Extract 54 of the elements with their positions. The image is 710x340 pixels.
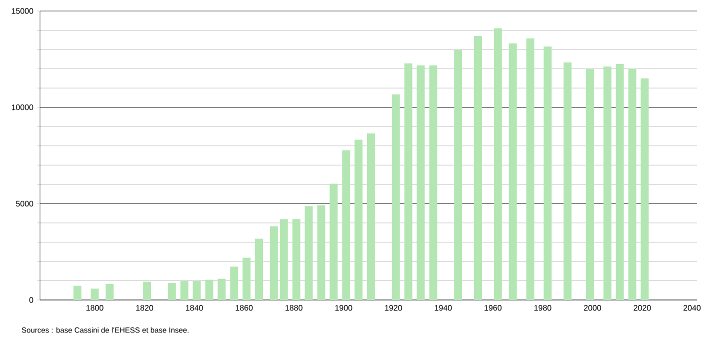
bar (90, 288, 99, 300)
bar (429, 65, 438, 300)
bar (230, 266, 238, 300)
bar (544, 46, 552, 300)
x-tick-label: 1940 (434, 305, 452, 311)
bar (242, 258, 251, 300)
bar (526, 38, 534, 300)
x-tick-label: 2040 (684, 305, 701, 311)
y-tick-label: 15000 (12, 8, 34, 14)
bar (494, 28, 502, 300)
bar (280, 219, 288, 300)
x-tick-label: 1820 (136, 305, 154, 311)
bar (367, 133, 375, 300)
bar (143, 282, 151, 300)
bar (616, 64, 624, 300)
bar (603, 66, 612, 300)
x-tick-label: 2000 (584, 305, 602, 311)
bar (474, 36, 482, 300)
bar (205, 280, 214, 300)
y-tick-label: 5000 (16, 200, 34, 206)
bar (317, 205, 326, 300)
bar (255, 238, 263, 300)
bar (404, 63, 412, 300)
y-tick-label: 0 (29, 297, 34, 303)
bar (168, 283, 176, 300)
bar (73, 286, 82, 300)
x-tick-label: 1980 (534, 305, 552, 311)
x-tick-label: 1920 (385, 305, 402, 311)
x-tick-label: 1880 (286, 305, 302, 311)
bar (454, 50, 462, 300)
bar (218, 278, 226, 300)
bar (192, 281, 201, 300)
bar (292, 219, 300, 300)
bar (330, 184, 338, 300)
x-tick-label: 1800 (86, 305, 104, 311)
bar (342, 150, 350, 300)
x-tick-label: 1840 (186, 305, 203, 311)
x-tick-label: 1900 (335, 305, 352, 311)
x-tick-label: 1960 (484, 305, 502, 311)
x-tick-label: 2020 (634, 305, 651, 311)
bar (640, 78, 649, 300)
bar (416, 65, 425, 300)
bar (628, 68, 636, 300)
y-tick-label: 10000 (12, 104, 34, 110)
x-tick-label: 1860 (236, 305, 253, 311)
bar (304, 206, 313, 300)
bar (106, 284, 114, 300)
bar (354, 140, 363, 300)
bar (270, 226, 278, 300)
bar (564, 62, 572, 300)
bar (392, 94, 400, 300)
bar (180, 281, 188, 300)
bar (508, 43, 517, 300)
bar (586, 68, 594, 300)
